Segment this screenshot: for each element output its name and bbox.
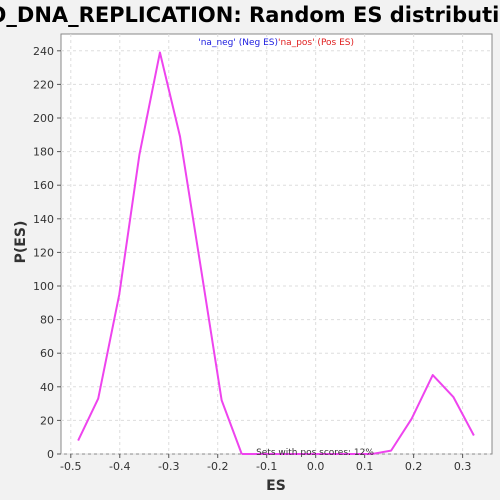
y-tick-label: 240: [33, 45, 54, 58]
x-axis-title: ES: [266, 478, 286, 494]
y-tick-label: 20: [40, 414, 54, 427]
x-tick-label: -0.3: [158, 460, 179, 473]
x-tick-label: -0.4: [109, 460, 130, 473]
chart-title: GO_DNA_REPLICATION: Random ES distributi…: [0, 3, 500, 27]
x-tick-label: -0.2: [207, 460, 228, 473]
x-tick-label: -0.5: [60, 460, 81, 473]
y-tick-label: 180: [33, 146, 54, 159]
legend: 'na_neg' (Neg ES) 'na_pos' (Pos ES): [198, 38, 354, 48]
grid-lines: [61, 34, 492, 455]
axes: -0.5 -0.4 -0.3 -0.2 -0.1 0.0 0.1 0.2 0.3 0 20 40 60 8…: [33, 45, 471, 473]
y-tick-label: 120: [33, 246, 54, 259]
y-tick-label: 200: [33, 112, 54, 125]
legend-entry-neg: 'na_neg' (Neg ES): [198, 38, 278, 48]
y-tick-label: 100: [33, 280, 54, 293]
y-tick-label: 160: [33, 179, 54, 192]
legend-entry-pos: 'na_pos' (Pos ES): [278, 38, 354, 48]
series-line-pos: [241, 374, 475, 455]
plot-area: [60, 33, 493, 455]
y-axis-title: P(ES): [13, 221, 29, 264]
y-tick-label: 40: [40, 381, 54, 394]
x-tick-label: 0.2: [405, 460, 423, 473]
series-line-neg: [77, 51, 243, 455]
pos-scores-annotation: Sets with pos scores: 12%: [256, 448, 374, 458]
y-tick-label: 80: [40, 314, 54, 327]
series-lines: [77, 51, 475, 455]
x-tick-label: -0.1: [256, 460, 277, 473]
x-tick-label: 0.0: [307, 460, 325, 473]
y-tick-label: 60: [40, 347, 54, 360]
y-tick-label: 220: [33, 78, 54, 91]
x-tick-label: 0.1: [356, 460, 374, 473]
y-tick-label: 140: [33, 213, 54, 226]
y-tick-label: 0: [47, 448, 54, 461]
x-tick-label: 0.3: [454, 460, 472, 473]
